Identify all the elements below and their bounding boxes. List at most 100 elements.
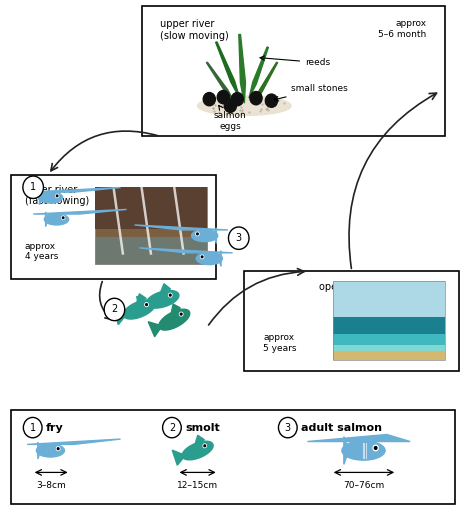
Circle shape (228, 227, 249, 249)
Polygon shape (46, 212, 48, 227)
Circle shape (146, 304, 148, 306)
Ellipse shape (192, 229, 218, 242)
Polygon shape (206, 62, 235, 103)
FancyBboxPatch shape (333, 345, 445, 352)
Text: 70–76cm: 70–76cm (343, 481, 384, 490)
Polygon shape (134, 225, 228, 230)
Circle shape (62, 216, 65, 219)
Polygon shape (38, 442, 40, 459)
Text: adult salmon: adult salmon (301, 422, 383, 433)
Circle shape (23, 176, 43, 199)
FancyBboxPatch shape (333, 351, 445, 360)
FancyBboxPatch shape (11, 175, 216, 279)
Polygon shape (249, 47, 268, 98)
Ellipse shape (197, 96, 291, 115)
Polygon shape (214, 228, 216, 244)
Circle shape (373, 445, 378, 451)
Circle shape (63, 217, 64, 219)
FancyBboxPatch shape (141, 7, 445, 136)
Polygon shape (27, 439, 120, 444)
Circle shape (180, 313, 182, 315)
Circle shape (278, 417, 297, 438)
Text: 3–8cm: 3–8cm (37, 481, 66, 490)
Polygon shape (123, 300, 155, 319)
Text: small stones: small stones (274, 84, 348, 101)
Circle shape (169, 294, 171, 296)
Circle shape (180, 312, 183, 316)
Polygon shape (159, 309, 190, 330)
Text: approx
4 years: approx 4 years (25, 242, 58, 261)
Circle shape (169, 293, 172, 297)
Text: reeds: reeds (260, 56, 330, 67)
Circle shape (145, 303, 148, 307)
Text: 2: 2 (169, 422, 175, 433)
Text: salmon
eggs: salmon eggs (214, 105, 247, 131)
Text: smolt: smolt (185, 422, 220, 433)
Ellipse shape (342, 441, 385, 460)
FancyBboxPatch shape (333, 334, 445, 346)
Circle shape (56, 195, 58, 197)
Polygon shape (113, 309, 126, 325)
Circle shape (24, 417, 42, 438)
Polygon shape (219, 251, 221, 266)
Ellipse shape (37, 444, 64, 457)
Polygon shape (33, 209, 126, 214)
Polygon shape (137, 296, 149, 312)
Text: 2: 2 (111, 305, 118, 314)
FancyBboxPatch shape (244, 271, 459, 371)
FancyBboxPatch shape (333, 282, 445, 317)
FancyBboxPatch shape (333, 317, 445, 337)
Polygon shape (182, 441, 213, 460)
Circle shape (196, 233, 198, 235)
Circle shape (55, 194, 59, 198)
Polygon shape (27, 187, 120, 192)
Ellipse shape (38, 192, 63, 203)
Text: 12–15cm: 12–15cm (177, 481, 218, 490)
Polygon shape (254, 62, 277, 103)
Polygon shape (139, 248, 233, 253)
Text: open sea: open sea (319, 283, 363, 292)
Circle shape (203, 93, 215, 106)
Polygon shape (239, 34, 245, 103)
Polygon shape (39, 190, 42, 205)
Ellipse shape (44, 214, 69, 225)
Circle shape (204, 445, 205, 446)
Circle shape (104, 298, 125, 321)
Text: approx
5 years: approx 5 years (263, 333, 297, 353)
Text: 1: 1 (30, 422, 36, 433)
Polygon shape (161, 284, 171, 292)
Circle shape (196, 232, 199, 236)
Polygon shape (148, 322, 162, 337)
Text: 3: 3 (235, 233, 242, 243)
Text: upper river
(slow moving): upper river (slow moving) (160, 19, 229, 41)
Polygon shape (307, 435, 410, 441)
Circle shape (201, 256, 203, 258)
Text: 1: 1 (30, 182, 36, 192)
Polygon shape (146, 290, 179, 308)
Circle shape (217, 91, 229, 104)
Circle shape (231, 93, 243, 106)
Polygon shape (344, 437, 349, 464)
Text: lower river
(fast flowing): lower river (fast flowing) (25, 185, 89, 206)
Polygon shape (216, 42, 240, 98)
Circle shape (375, 446, 377, 450)
Circle shape (57, 448, 59, 450)
FancyBboxPatch shape (95, 237, 207, 264)
Text: approx
5–6 month: approx 5–6 month (378, 19, 427, 38)
FancyBboxPatch shape (11, 410, 454, 504)
Text: 3: 3 (285, 422, 291, 433)
FancyBboxPatch shape (95, 187, 207, 264)
Polygon shape (172, 450, 185, 465)
Polygon shape (171, 304, 180, 313)
Circle shape (201, 255, 204, 259)
FancyBboxPatch shape (95, 187, 207, 229)
Circle shape (250, 92, 262, 105)
Circle shape (203, 444, 206, 447)
Text: fry: fry (46, 422, 63, 433)
Polygon shape (195, 435, 204, 443)
Ellipse shape (196, 252, 222, 265)
Circle shape (163, 417, 181, 438)
Circle shape (266, 94, 277, 108)
Circle shape (224, 99, 236, 113)
Circle shape (56, 447, 60, 451)
